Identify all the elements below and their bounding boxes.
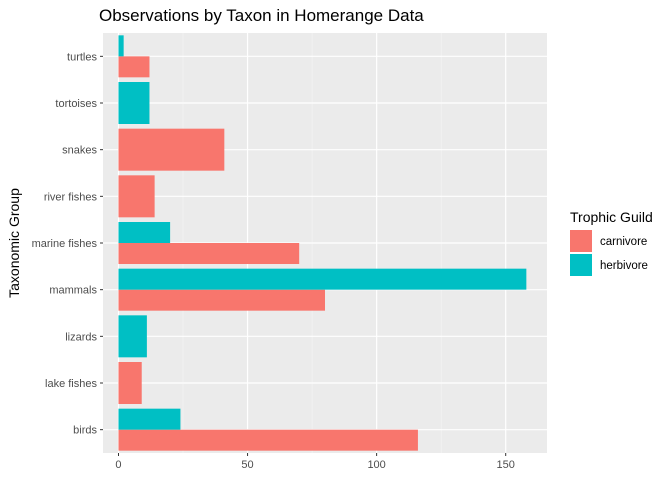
chart-title: Observations by Taxon in Homerange Data: [99, 6, 424, 25]
bar-river-fishes-carnivore: [118, 175, 155, 218]
y-tick-label: snakes: [62, 145, 97, 157]
y-tick-label: lizards: [65, 331, 97, 343]
x-tick-label: 0: [115, 459, 121, 471]
bar-tortoises-herbivore: [118, 82, 150, 124]
x-tick-label: 50: [241, 459, 253, 471]
y-tick-label: birds: [73, 425, 97, 437]
y-axis-label: Taxonomic Group: [6, 188, 22, 298]
y-tick-label: turtles: [67, 51, 97, 63]
legend-title: Trophic Guild: [570, 209, 653, 225]
legend-swatch-carnivore: [570, 230, 592, 252]
y-axis: birds lake fishes lizards mammals marine fis…: [32, 51, 103, 437]
x-tick-label: 100: [367, 459, 385, 471]
bar-mammals-herbivore: [118, 268, 527, 290]
bar-mammals-carnivore: [118, 289, 325, 311]
bar-lizards-herbivore: [118, 315, 147, 358]
bar-lake-fishes-carnivore: [118, 362, 142, 404]
bar-turtles-herbivore: [118, 35, 124, 57]
x-tick-label: 150: [497, 459, 515, 471]
y-tick-label: marine fishes: [32, 238, 98, 250]
bar-birds-herbivore: [118, 408, 181, 430]
legend-swatch-herbivore: [570, 254, 592, 276]
legend-label-carnivore: carnivore: [600, 236, 647, 248]
bar-snakes-carnivore: [118, 128, 225, 171]
x-axis: 0 50 100 150: [115, 453, 515, 471]
bars: [118, 35, 527, 451]
y-tick-label: mammals: [49, 285, 97, 297]
y-tick-label: tortoises: [55, 98, 97, 110]
bar-turtles-carnivore: [118, 56, 150, 78]
bar-marine-fishes-carnivore: [118, 243, 300, 264]
legend: Trophic Guild carnivore herbivore: [570, 209, 653, 276]
bar-birds-carnivore: [118, 429, 418, 451]
legend-label-herbivore: herbivore: [600, 260, 648, 272]
bar-marine-fishes-herbivore: [118, 222, 171, 243]
y-tick-label: river fishes: [44, 191, 98, 203]
y-tick-label: lake fishes: [45, 378, 97, 390]
